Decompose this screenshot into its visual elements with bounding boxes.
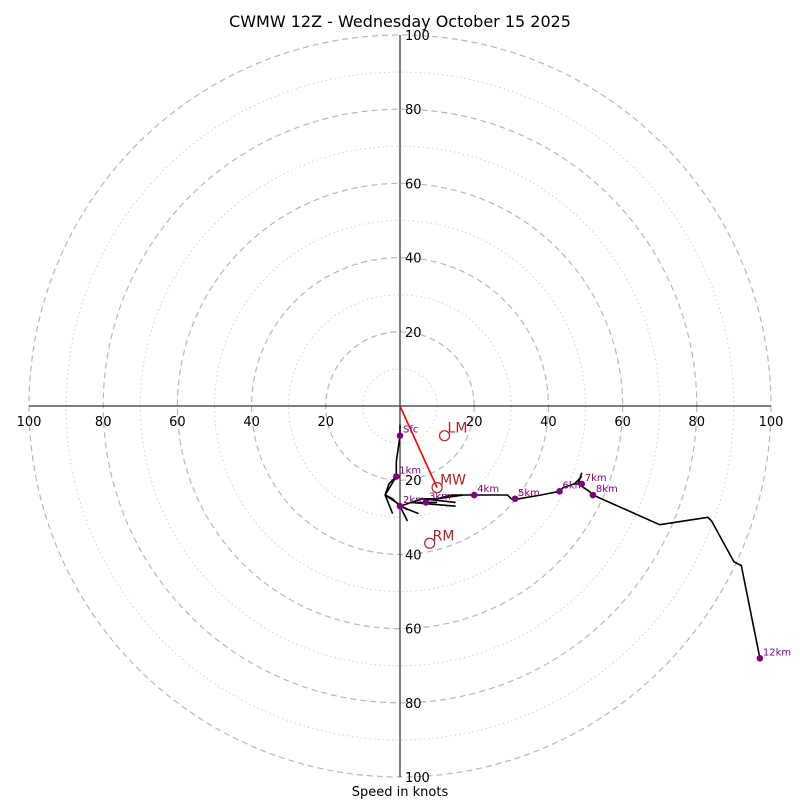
height-marker-dot	[396, 502, 404, 510]
height-marker-label: 4km	[477, 484, 499, 495]
tick-label-left: 100	[17, 415, 42, 430]
tick-label-bottom: 40	[405, 548, 422, 563]
height-marker-dot	[392, 473, 400, 480]
wind-barb	[399, 505, 419, 515]
height-marker-label: 1km	[399, 465, 421, 476]
hodograph-trace	[384, 424, 761, 659]
tick-label-top: 40	[405, 252, 422, 267]
height-marker-label: 5km	[518, 488, 540, 499]
axis-tick-labels: 20 40 60 80 100 20 40 60 80 100 20 40 60 80 100 20 40 60 8…	[17, 29, 784, 786]
height-marker-dot	[589, 491, 597, 499]
height-marker-dot	[396, 432, 404, 439]
height-marker-dot	[422, 499, 430, 506]
tick-label-top: 100	[405, 29, 430, 44]
wind-barb	[577, 472, 583, 485]
tick-label-bottom: 100	[405, 771, 430, 786]
chart-title: CWMW 12Z - Wednesday October 15 2025	[229, 12, 571, 31]
storm-motion-markers: LM MW RM	[424, 421, 468, 549]
height-marker-label: Sfc	[403, 425, 418, 436]
storm-motion-label: MW	[440, 473, 466, 489]
storm-motion-marker	[424, 537, 436, 549]
height-marker-label: 8km	[596, 484, 618, 495]
tick-label-top: 20	[405, 326, 422, 341]
tick-label-top: 60	[405, 177, 422, 192]
height-marker-label: 2km	[403, 495, 425, 506]
tick-label-right: 60	[614, 415, 631, 430]
tick-label-bottom: 60	[405, 623, 422, 638]
storm-motion-marker	[438, 430, 451, 442]
tick-label-bottom: 80	[405, 697, 422, 712]
tick-label-right: 100	[759, 415, 784, 430]
tick-label-left: 60	[169, 415, 186, 430]
tick-label-right: 80	[689, 415, 706, 430]
tick-label-right: 20	[466, 415, 483, 430]
tick-label-bottom: 20	[405, 474, 422, 489]
height-marker-label: 6km	[563, 480, 585, 491]
height-marker-label: 12km	[763, 647, 791, 658]
tick-label-left: 80	[95, 415, 112, 430]
storm-motion-label: LM	[448, 421, 468, 437]
storm-motion-marker	[431, 482, 443, 494]
x-axis-label: Speed in knots	[352, 785, 449, 800]
height-marker-dot	[556, 488, 563, 495]
height-marker-label: 7km	[585, 473, 607, 484]
height-marker-dot	[511, 495, 519, 503]
wind-barb	[384, 494, 394, 514]
tick-label-left: 40	[243, 415, 260, 430]
height-marker-dot	[470, 491, 478, 499]
height-marker-dot	[578, 480, 586, 488]
mean-wind-vector	[399, 405, 438, 488]
height-marker-label: 3km	[429, 491, 451, 502]
wind-barb	[411, 501, 456, 507]
storm-motion-label: RM	[433, 528, 455, 544]
shear-vector	[399, 405, 438, 488]
hodograph-line	[384, 424, 761, 659]
tick-label-right: 40	[540, 415, 557, 430]
tick-label-top: 80	[405, 103, 422, 118]
height-marker-dot	[756, 654, 764, 662]
tick-label-left: 20	[318, 415, 335, 430]
